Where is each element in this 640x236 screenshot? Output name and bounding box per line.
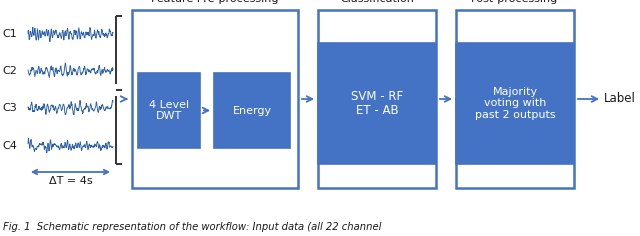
Text: Classification: Classification [340,0,414,4]
Bar [318,43,436,164]
Text: Fig. 1  Schematic representation of the workflow: Input data (all 22 channel: Fig. 1 Schematic representation of the w… [3,222,381,232]
Text: 4 Level
DWT: 4 Level DWT [149,100,189,121]
Bar [318,10,436,188]
Text: Post-processing: Post-processing [472,0,559,4]
Text: C4: C4 [3,141,17,151]
Bar [132,10,298,188]
Text: Majority
voting with
past 2 outputs: Majority voting with past 2 outputs [475,87,556,120]
Text: C1: C1 [3,29,17,39]
Text: C3: C3 [3,103,17,113]
Text: Feature Pre-processing: Feature Pre-processing [151,0,279,4]
Bar [138,73,200,148]
Text: ΔT = 4s: ΔT = 4s [49,176,92,186]
Bar [214,73,290,148]
Bar [456,10,574,188]
Text: Energy: Energy [232,105,271,115]
Bar [456,43,574,164]
Text: C2: C2 [3,66,17,76]
Text: SVM - RF
ET - AB: SVM - RF ET - AB [351,89,403,118]
Text: Label: Label [604,93,636,105]
